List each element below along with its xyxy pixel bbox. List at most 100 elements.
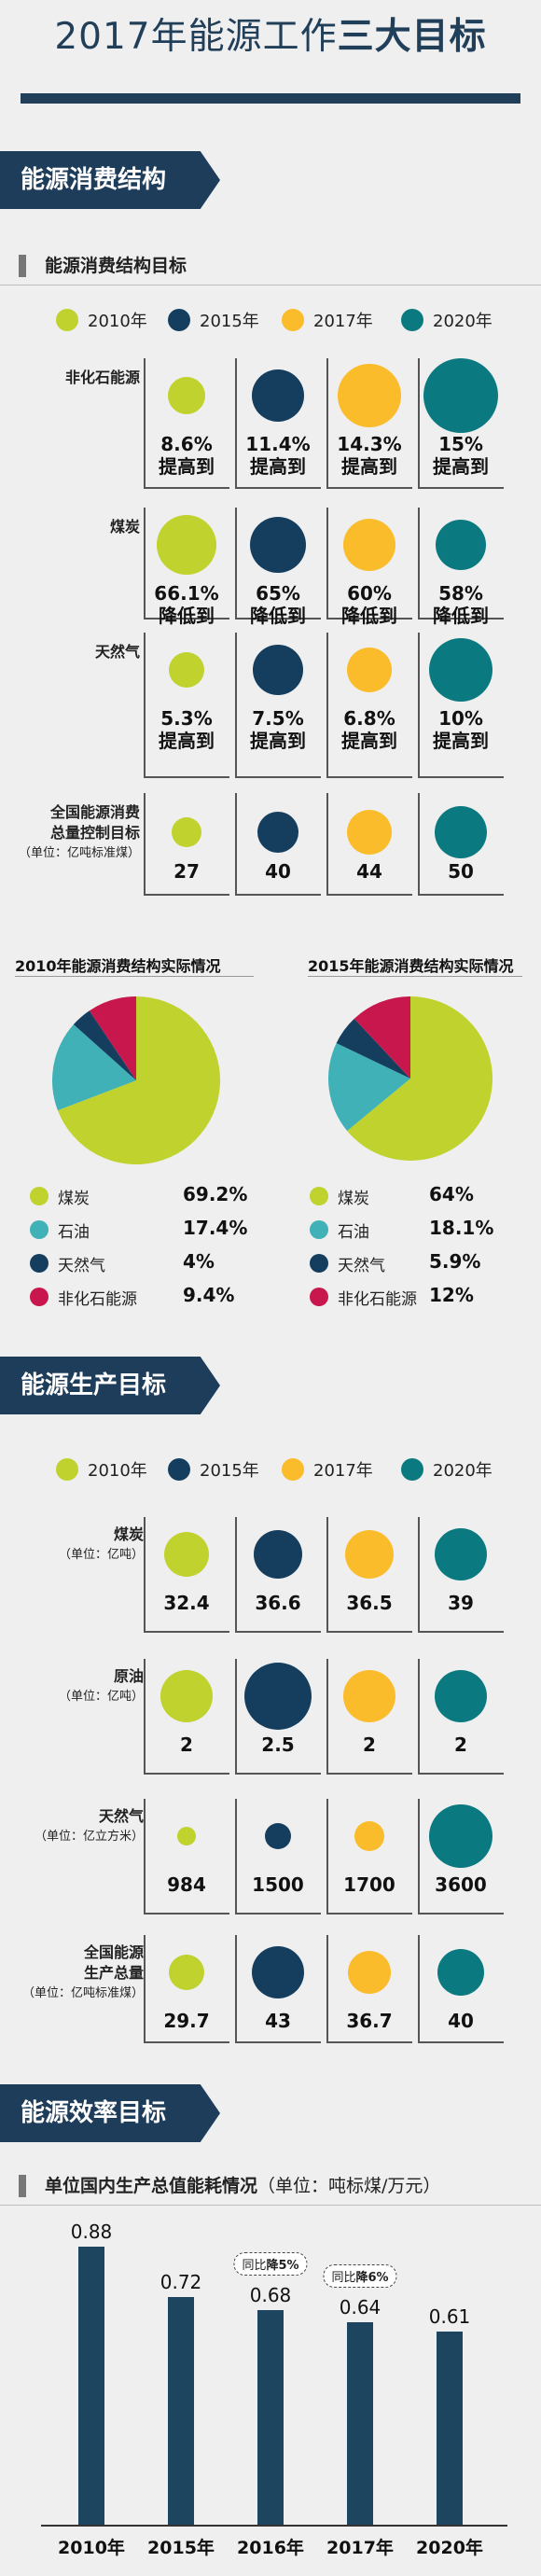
value-circle xyxy=(429,1804,492,1868)
legend-dot xyxy=(56,309,78,331)
value-circle xyxy=(347,647,392,692)
bar-2020年 xyxy=(437,2332,463,2525)
yoy-tag: 同比降6% xyxy=(323,2264,397,2289)
legend-item: 2015年 xyxy=(168,308,259,332)
tag-prefix: 同比 xyxy=(242,2258,267,2273)
legend-item: 2017年 xyxy=(282,1457,373,1482)
row-label: 非化石能源 xyxy=(9,368,140,388)
section-banner-efficiency: 能源效率目标 xyxy=(0,2084,220,2142)
value-suffix: 提高到 xyxy=(433,455,489,478)
pie-legend-dot xyxy=(30,1220,49,1239)
legend-dot xyxy=(401,1458,423,1481)
legend-label: 2015年 xyxy=(200,312,259,331)
pie-legend-dot xyxy=(310,1288,328,1306)
value-circle xyxy=(436,520,486,570)
row-label: 天然气 （单位：亿立方米） xyxy=(6,1806,144,1847)
value-circle xyxy=(244,1663,312,1730)
value-label: 2.5 xyxy=(261,1734,295,1756)
grid-cell xyxy=(418,793,504,896)
pie-legend-value: 69.2% xyxy=(183,1183,248,1205)
value-label: 1700 xyxy=(343,1873,395,1896)
value-label: 43 xyxy=(265,2010,291,2032)
value-circle xyxy=(429,638,492,702)
value-circle xyxy=(253,645,303,695)
pie-slice-石油 xyxy=(52,1024,136,1111)
pie-legend-dot xyxy=(30,1254,49,1273)
grid-cell xyxy=(144,1799,229,1915)
tag-value: 降5% xyxy=(266,2258,299,2273)
grid-cell xyxy=(326,1517,412,1633)
pie-legend-value: 12% xyxy=(429,1284,474,1306)
grid-cell xyxy=(235,358,321,489)
grid-cell xyxy=(326,633,412,778)
value-number: 50 xyxy=(448,860,474,883)
legend-item: 2010年 xyxy=(56,308,147,332)
pie-legend-label: 煤炭 xyxy=(338,1190,369,1208)
value-circle xyxy=(338,364,401,427)
title-underline xyxy=(21,93,520,104)
value-label: 58% 降低到 xyxy=(405,582,517,627)
legend-dot xyxy=(168,309,190,331)
bar-value: 0.61 xyxy=(428,2305,471,2329)
bar-year-label: 2016年 xyxy=(237,2538,304,2558)
legend-dot xyxy=(401,309,423,331)
subheader-energy-intensity: 单位国内生产总值能耗情况（单位：吨标煤/万元） xyxy=(0,2165,541,2206)
pie-slice-煤炭 xyxy=(57,996,220,1164)
value-label: 60% 降低到 xyxy=(313,582,425,627)
value-label: 29.7 xyxy=(163,2010,210,2032)
value-label: 27 xyxy=(131,860,243,883)
legend-item: 2010年 xyxy=(56,1457,147,1482)
subheader-title: 能源消费结构目标 xyxy=(45,256,187,276)
tag-value: 降6% xyxy=(355,2271,389,2286)
value-label: 15% 提高到 xyxy=(405,433,517,478)
value-number: 60% xyxy=(347,582,392,605)
legend-dot xyxy=(56,1458,78,1481)
row-label-text: 全国能源消费 xyxy=(49,803,140,821)
value-number: 65% xyxy=(256,582,300,605)
pie-legend-label: 天然气 xyxy=(58,1257,105,1275)
value-circle xyxy=(254,1530,302,1579)
grid-cell xyxy=(144,1517,229,1633)
value-circle xyxy=(157,515,216,575)
row-label-unit: （单位：亿吨） xyxy=(58,1548,144,1562)
value-circle xyxy=(160,1670,213,1722)
value-number: 7.5% xyxy=(252,707,304,730)
value-circle xyxy=(347,810,392,855)
value-circle xyxy=(435,1528,487,1580)
value-number: 5.3% xyxy=(160,707,213,730)
value-circle xyxy=(257,812,298,853)
row-label-text: 生产总量 xyxy=(83,1964,144,1982)
bar-value: 0.72 xyxy=(160,2271,202,2294)
grid-cell xyxy=(235,1659,321,1775)
pie-chart-2015 xyxy=(328,996,492,1161)
row-label: 天然气 xyxy=(9,642,140,662)
row-label-text: 原油 xyxy=(113,1667,144,1685)
pie-legend-label: 非化石能源 xyxy=(338,1290,417,1309)
value-label: 2 xyxy=(363,1734,376,1756)
legend-label: 2020年 xyxy=(433,312,492,331)
grid-cell xyxy=(144,508,229,620)
row-label-unit: （单位：亿立方米） xyxy=(34,1830,144,1844)
value-label: 5.3% 提高到 xyxy=(131,707,243,752)
value-suffix: 提高到 xyxy=(250,730,306,752)
pie-legend-value: 64% xyxy=(429,1183,474,1205)
value-circle xyxy=(437,1949,484,1996)
row-label: 原油 （单位：亿吨） xyxy=(6,1666,144,1707)
value-number: 10% xyxy=(438,707,483,730)
legend-label: 2017年 xyxy=(313,1461,373,1481)
row-label-unit: （单位：亿吨） xyxy=(58,1690,144,1704)
grid-cell xyxy=(144,633,229,778)
value-suffix: 提高到 xyxy=(159,455,215,478)
value-suffix: 降低到 xyxy=(341,605,397,627)
pie-slice-天然气 xyxy=(336,1018,410,1079)
value-suffix: 提高到 xyxy=(250,455,306,478)
pie-legend-dot xyxy=(30,1187,49,1205)
value-circle xyxy=(250,517,306,573)
legend-label: 2015年 xyxy=(200,1461,259,1481)
value-label: 11.4% 提高到 xyxy=(222,433,334,478)
page-title: 2017年能源工作三大目标 xyxy=(54,16,487,58)
subheader-bar xyxy=(19,255,26,277)
value-circle xyxy=(172,817,201,847)
value-label: 2 xyxy=(454,1734,467,1756)
value-label: 36.6 xyxy=(255,1592,301,1614)
